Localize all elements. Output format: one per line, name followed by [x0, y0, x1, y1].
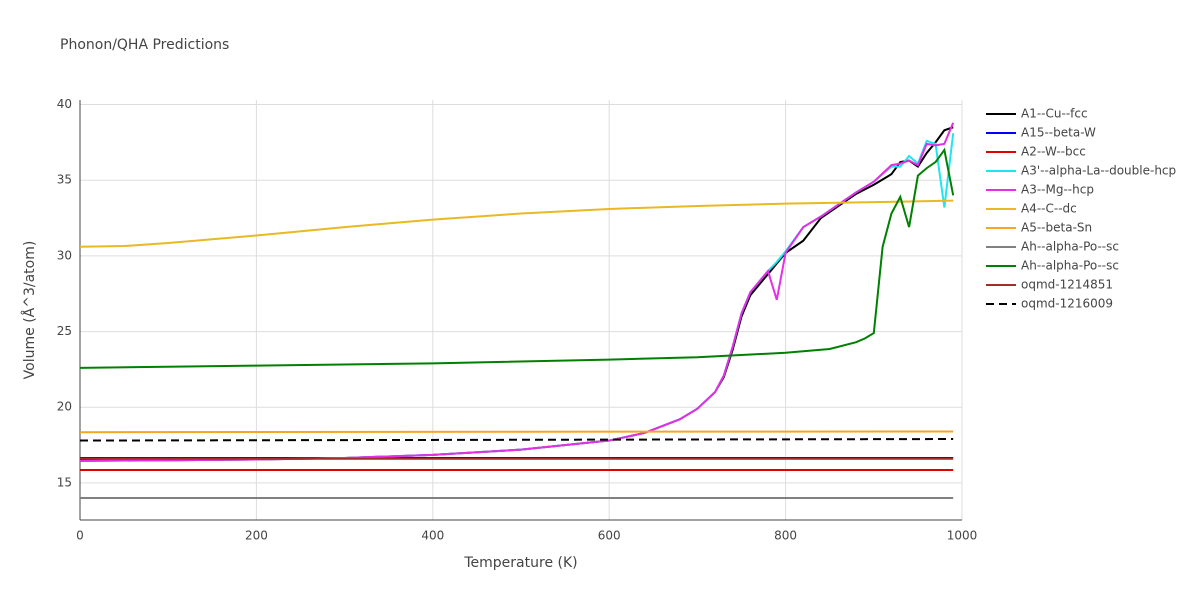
series-line [79, 430, 954, 434]
legend-label: oqmd-1216009 [1021, 297, 1113, 311]
legend-label: A4--C--dc [1021, 202, 1077, 216]
y-tick-label: 15 [57, 475, 72, 489]
legend-label: A3'--alpha-La--double-hcp [1021, 164, 1176, 178]
x-tick-label: 200 [245, 529, 268, 543]
y-tick-label: 40 [57, 97, 72, 111]
legend-label: A2--W--bcc [1021, 145, 1086, 159]
legend-label: Ah--alpha-Po--sc [1021, 240, 1119, 254]
series-line [80, 126, 954, 462]
series-line [79, 438, 954, 442]
series-line [79, 199, 954, 248]
legend-label: oqmd-1214851 [1021, 278, 1113, 292]
legend-label: A3--Mg--hcp [1021, 183, 1094, 197]
y-tick-label: 35 [57, 173, 72, 187]
x-axis-title: Temperature (K) [463, 555, 577, 571]
x-tick-label: 1000 [947, 529, 978, 543]
series-line [79, 122, 955, 462]
x-tick-label: 600 [598, 529, 621, 543]
y-tick-label: 20 [57, 400, 72, 414]
x-tick-label: 400 [421, 529, 444, 543]
y-tick-label: 30 [57, 248, 72, 262]
legend-label: A5--beta-Sn [1021, 221, 1092, 235]
legend-label: A1--Cu--fcc [1021, 107, 1088, 121]
x-tick-label: 0 [76, 529, 84, 543]
series-line [79, 133, 955, 462]
x-tick-label: 800 [774, 529, 797, 543]
y-axis-title: Volume (Å^3/atom) [21, 241, 38, 380]
chart-title: Phonon/QHA Predictions [60, 37, 229, 53]
y-tick-label: 25 [57, 324, 72, 338]
series-line [79, 147, 955, 369]
legend-label: Ah--alpha-Po--sc [1021, 259, 1119, 273]
legend-label: A15--beta-W [1021, 126, 1096, 140]
